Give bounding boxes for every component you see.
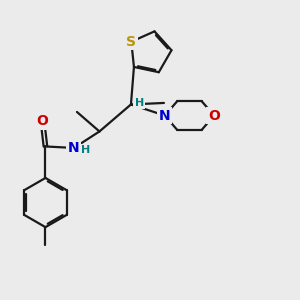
Text: N: N <box>159 109 171 123</box>
Text: N: N <box>68 141 80 155</box>
Text: O: O <box>208 109 220 123</box>
Text: H: H <box>135 98 144 108</box>
Text: S: S <box>126 35 136 49</box>
Text: H: H <box>81 146 90 155</box>
Text: O: O <box>37 114 48 128</box>
